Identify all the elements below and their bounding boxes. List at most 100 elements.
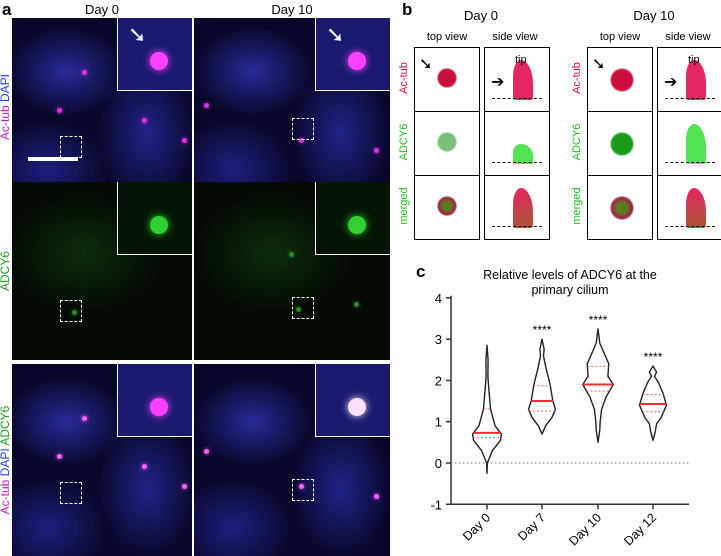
cilium-spot [204, 103, 209, 108]
panel-b-image: tip ➔ [657, 47, 721, 112]
significance-marker: **** [644, 350, 663, 364]
cilium-top-view [437, 68, 457, 88]
y-tick-label: 4 [435, 291, 442, 306]
cilium-side-view [686, 188, 706, 228]
zoom-region-box [60, 300, 82, 322]
micrograph-row2-day0 [12, 182, 192, 360]
y-tick-label: 1 [435, 415, 442, 430]
cilium-spot [354, 302, 359, 307]
view-label: side view [665, 31, 711, 43]
micrograph-row2-day10 [194, 182, 390, 360]
inset-cilium [348, 398, 366, 416]
y-tick-label: 0 [435, 456, 442, 471]
violin-day-7 [527, 338, 557, 435]
inset-cilium [150, 52, 168, 70]
cilium-spot [142, 464, 147, 469]
baseline-dashed-line [492, 98, 542, 99]
violin-day-12 [638, 365, 668, 441]
panel-b-image [414, 175, 480, 240]
inset-cilium [150, 216, 168, 234]
cilium-spot [374, 148, 379, 153]
cilium-top-view [610, 132, 634, 156]
cilium-top-view [610, 196, 634, 220]
cilium-spot [82, 416, 87, 421]
panel-b-title: Day 0 [464, 8, 498, 23]
tip-label: tip [515, 54, 527, 66]
arrow-icon: ➔ [664, 74, 678, 91]
row-label-b: ADCY6 [571, 123, 583, 161]
chart-title-line2: primary cilium [531, 283, 609, 297]
row-label-a: Ac-tub DAPI ADCY6 [0, 400, 12, 520]
inset-magnified [117, 364, 192, 437]
inset-magnified [117, 182, 192, 255]
row-label-b: merged [571, 187, 583, 225]
cilium-spot [299, 484, 304, 489]
y-tick-label: 2 [435, 373, 442, 388]
panel-b-image [484, 111, 550, 176]
zoom-region-box [292, 118, 314, 140]
cilium-spot [82, 70, 87, 75]
cilium-top-view [437, 196, 457, 216]
baseline-dashed-line [492, 226, 542, 227]
cilium-spot [57, 454, 62, 459]
violin-day-10 [582, 328, 614, 444]
baseline-dashed-line [665, 98, 715, 99]
baseline-dashed-line [492, 162, 542, 163]
row-label-part: DAPI [0, 73, 12, 102]
zoom-region-box [60, 136, 82, 158]
inset-magnified [315, 364, 390, 437]
row-label-b: Ac-tub [398, 62, 410, 94]
cilium-spot [374, 494, 379, 499]
cilium-spot [204, 449, 209, 454]
cilium-side-view [513, 144, 533, 164]
row-label-part: Ac-tub [0, 105, 12, 141]
chart-title: Relative levels of ADCY6 at the primary … [440, 268, 700, 298]
row-label-part: DAPI [0, 448, 12, 477]
zoom-region-box [292, 479, 314, 501]
y-tick-label: -1 [430, 497, 442, 512]
view-label: top view [426, 31, 468, 43]
cilium-spot [182, 138, 187, 143]
cilium-spot [289, 252, 294, 257]
row-label-b: ADCY6 [398, 123, 410, 161]
cilium-top-view [437, 132, 457, 152]
x-tick-label: Day 7 [515, 510, 548, 543]
baseline-dashed-line [665, 226, 715, 227]
cilium-top-view [610, 68, 634, 92]
arrow-icon: ➘ [128, 22, 147, 47]
chart-title-line1: Relative levels of ADCY6 at the [483, 268, 657, 282]
panel-b-image: ➘ [587, 47, 653, 112]
y-tick-label: 3 [435, 332, 442, 347]
inset-cilium [348, 52, 366, 70]
row-label-a: Ac-tub DAPI [0, 47, 12, 167]
panel-b-label: b [402, 0, 413, 19]
inset-magnified: ➘ [117, 18, 192, 91]
micrograph-row1-day10: ➘ [194, 18, 390, 196]
panel-b-image [414, 111, 480, 176]
panel-b-image: tip ➔ [484, 47, 550, 112]
panel-b-image [587, 111, 653, 176]
arrow-icon: ➔ [491, 74, 505, 91]
x-tick-label: Day 0 [460, 510, 493, 543]
panel-b-title: Day 10 [633, 8, 675, 23]
cilium-spot [57, 108, 62, 113]
arrow-icon: ➘ [326, 22, 345, 47]
row-label-b: Ac-tub [571, 62, 583, 94]
arrow-icon: ➘ [419, 56, 433, 73]
panel-b-image [587, 175, 653, 240]
baseline-dashed-line [665, 162, 715, 163]
cilium-side-view [513, 188, 533, 228]
panel-b-image [484, 175, 550, 240]
micrograph-row1-day0: ➘ [12, 18, 192, 196]
zoom-region-box [60, 482, 82, 504]
inset-cilium [348, 216, 366, 234]
cilium-spot [142, 118, 147, 123]
scale-bar [28, 157, 78, 161]
cilium-spot [182, 484, 187, 489]
inset-magnified: ➘ [315, 18, 390, 91]
cilium-spot [296, 307, 301, 312]
x-tick-label: Day 12 [621, 510, 659, 548]
cilium-spot [299, 138, 304, 143]
panel-a-label: a [2, 0, 12, 19]
panel-b-image: ➘ [414, 47, 480, 112]
